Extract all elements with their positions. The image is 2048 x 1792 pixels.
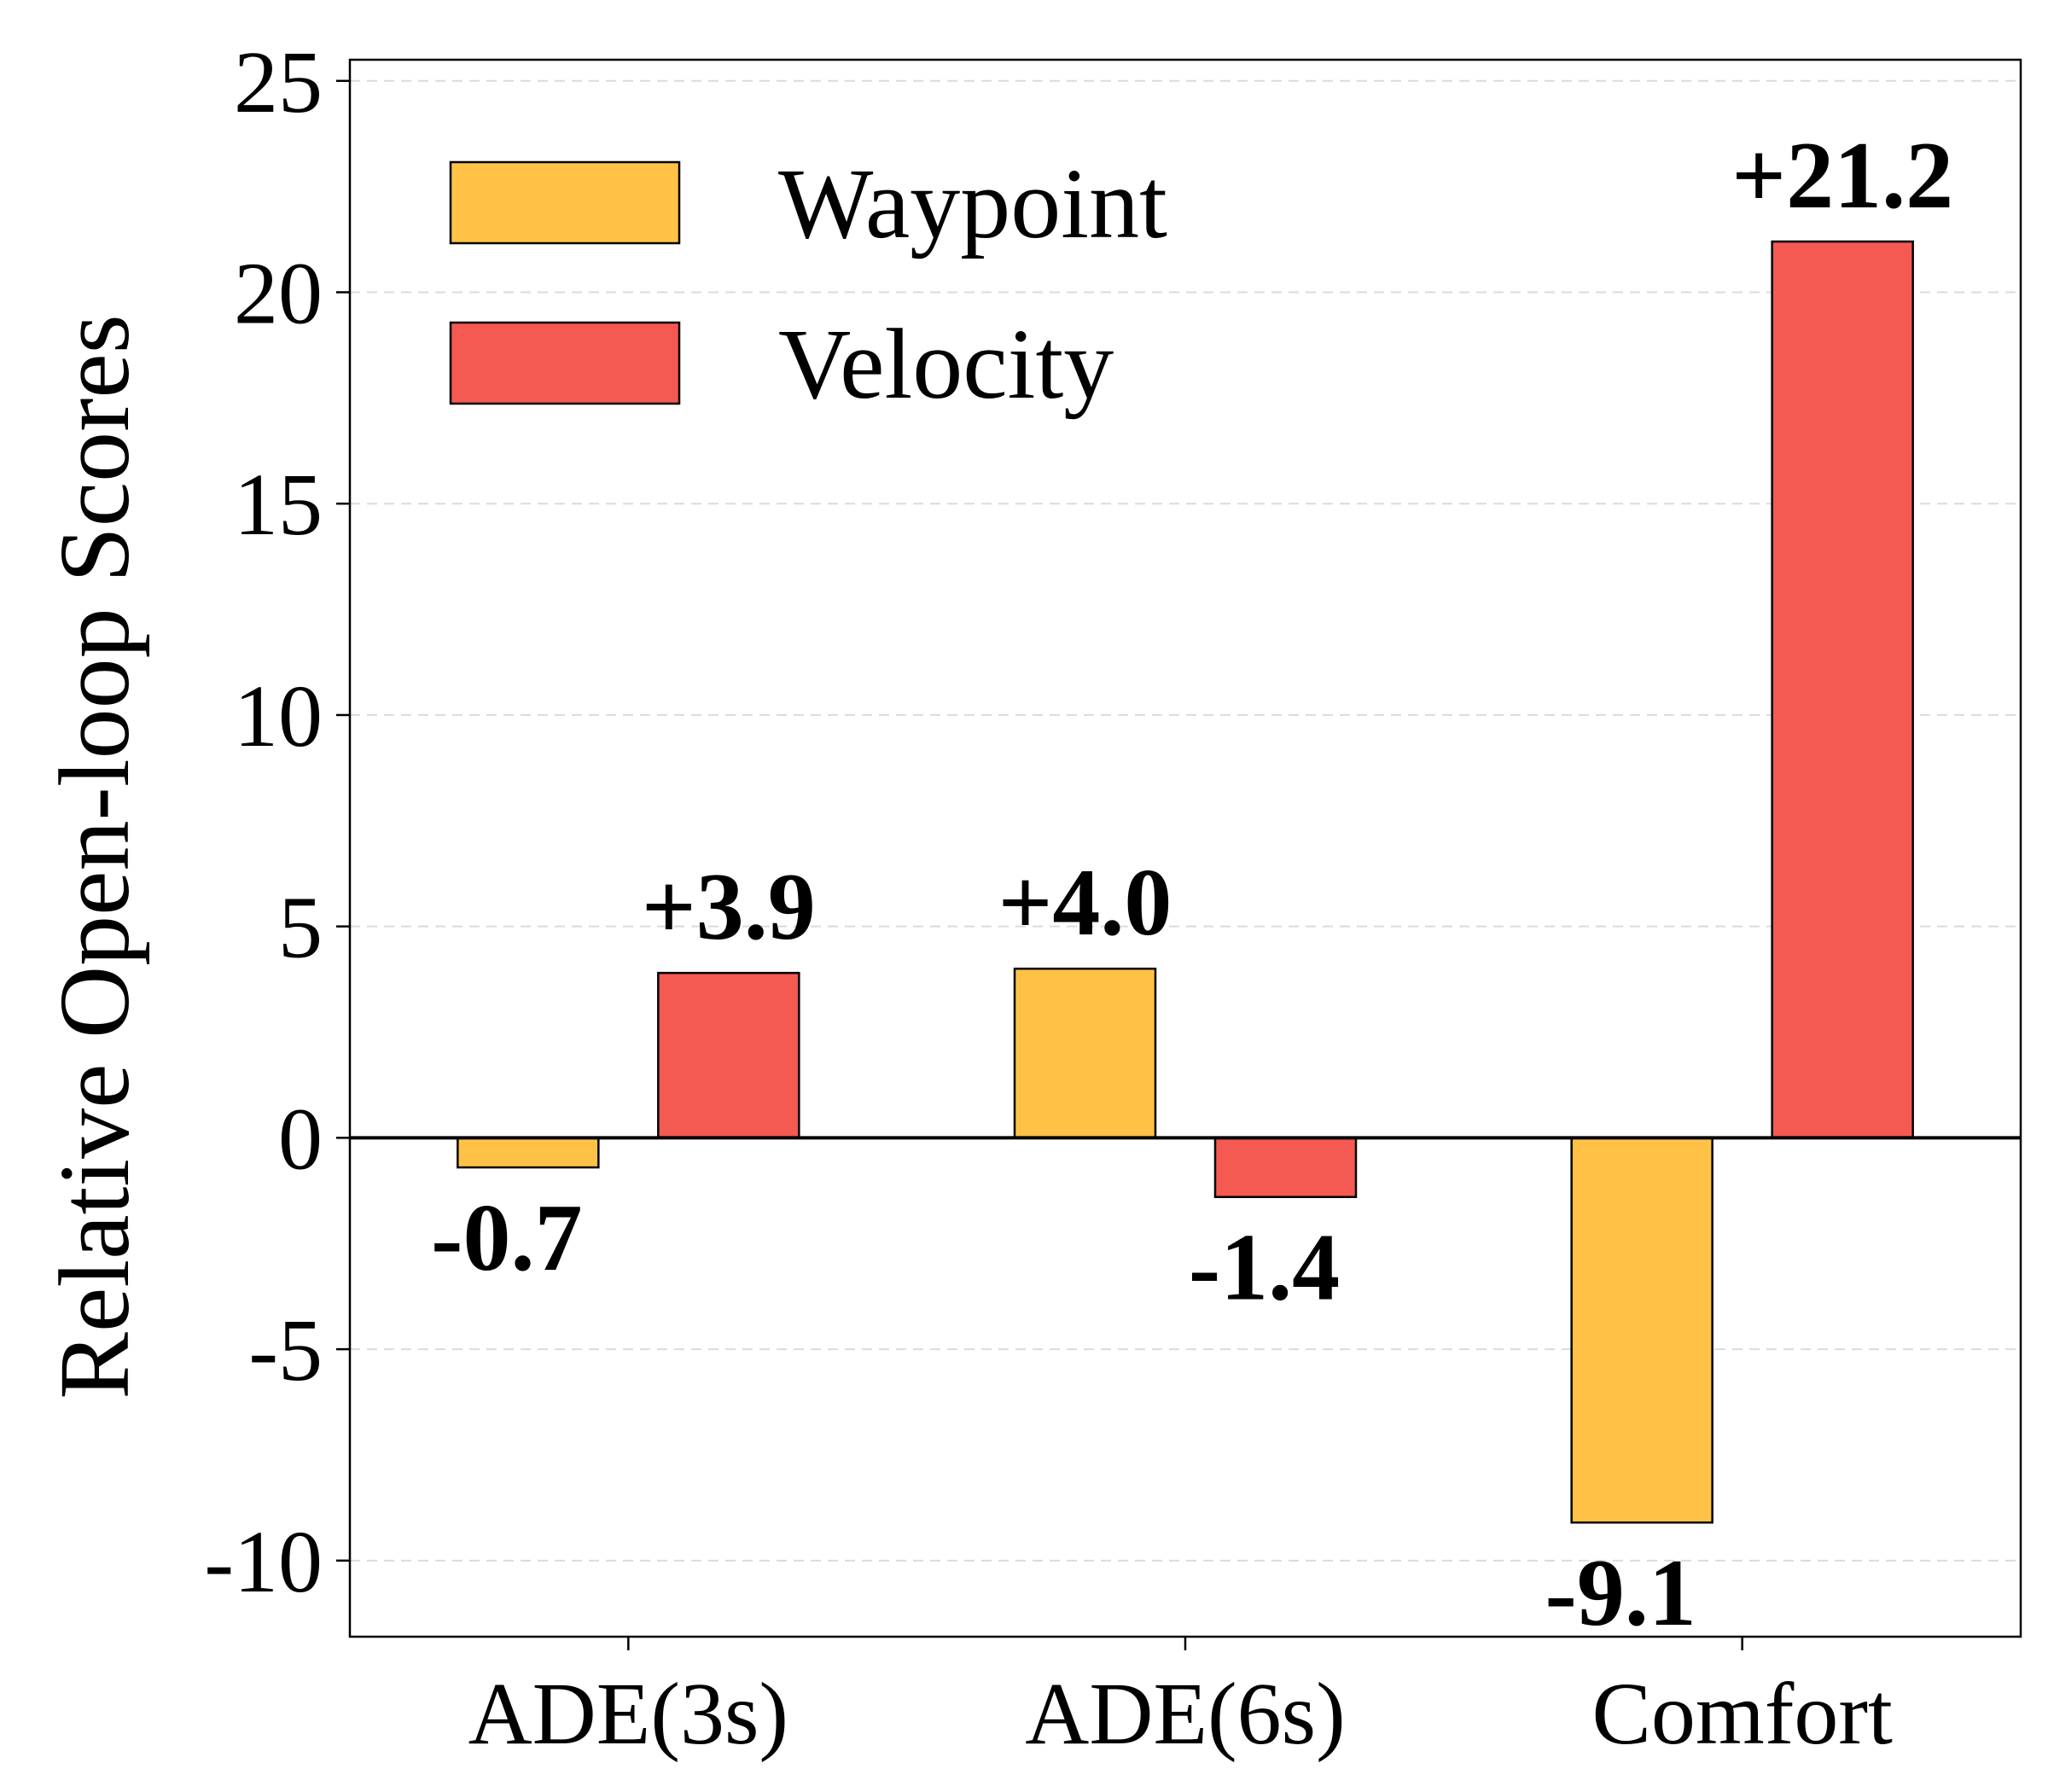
bar-velocity: [657, 971, 800, 1139]
legend-label-waypoint: Waypoint: [778, 148, 1167, 259]
y-tick-label: 25: [234, 33, 323, 131]
bar-velocity: [1213, 1137, 1358, 1198]
x-tick-label: ADE(3s): [468, 1665, 788, 1763]
y-tick-label: -5: [248, 1301, 323, 1399]
data-label: -0.7: [431, 1185, 582, 1291]
x-axis: ADE(3s) ADE(6s) Comfort: [468, 1637, 1893, 1763]
y-tick-label: 10: [234, 667, 323, 765]
legend-label-velocity: Velocity: [778, 308, 1114, 420]
y-tick-label: 0: [278, 1090, 323, 1188]
x-tick-label: Comfort: [1591, 1665, 1893, 1763]
bar-waypoint: [457, 1137, 600, 1169]
bar-velocity: [1771, 240, 1914, 1139]
data-label: -9.1: [1545, 1540, 1696, 1646]
data-labels: -0.7 +4.0 -9.1 +3.9 -1.4 +21.2: [431, 123, 1953, 1646]
bar-waypoint: [1013, 967, 1157, 1139]
x-tick-label: ADE(6s): [1025, 1665, 1345, 1763]
data-label: +4.0: [998, 850, 1172, 956]
data-label: +21.2: [1731, 123, 1953, 229]
grid-lines: [350, 79, 2021, 1562]
legend-swatch-velocity: [449, 321, 681, 405]
legend: Waypoint Velocity: [449, 148, 1167, 420]
plot-frame: [348, 58, 2022, 1638]
y-tick-label: 5: [278, 879, 323, 977]
bar-waypoint: [1570, 1137, 1713, 1524]
y-tick-label: -10: [204, 1513, 323, 1611]
y-axis-title: Relative Open-loop Scores: [38, 314, 150, 1399]
data-label: -1.4: [1189, 1215, 1340, 1321]
data-label: +3.9: [642, 854, 816, 960]
y-tick-label: 15: [234, 456, 323, 554]
legend-swatch-waypoint: [449, 160, 681, 245]
y-tick-label: 20: [234, 244, 323, 342]
y-axis: -10 -5 0 5 10 15 20 25: [204, 33, 350, 1611]
bars: [457, 240, 1914, 1524]
